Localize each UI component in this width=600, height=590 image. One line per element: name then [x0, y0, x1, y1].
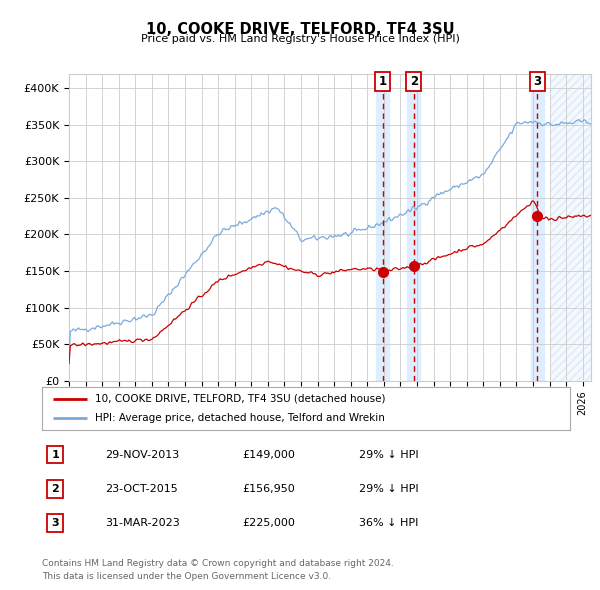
Text: 29% ↓ HPI: 29% ↓ HPI: [359, 484, 418, 494]
Text: £149,000: £149,000: [242, 450, 296, 460]
Text: £156,950: £156,950: [242, 484, 295, 494]
Text: Price paid vs. HM Land Registry's House Price Index (HPI): Price paid vs. HM Land Registry's House …: [140, 34, 460, 44]
Text: This data is licensed under the Open Government Licence v3.0.: This data is licensed under the Open Gov…: [42, 572, 331, 581]
Text: 2: 2: [410, 75, 418, 88]
Bar: [530, 74, 544, 381]
Text: 1: 1: [379, 75, 386, 88]
Text: 10, COOKE DRIVE, TELFORD, TF4 3SU: 10, COOKE DRIVE, TELFORD, TF4 3SU: [146, 22, 454, 37]
Bar: [550, 74, 591, 381]
Text: 36% ↓ HPI: 36% ↓ HPI: [359, 518, 418, 528]
Text: HPI: Average price, detached house, Telford and Wrekin: HPI: Average price, detached house, Telf…: [95, 414, 385, 424]
Bar: [407, 74, 421, 381]
Text: 3: 3: [52, 518, 59, 528]
Text: 29-NOV-2013: 29-NOV-2013: [106, 450, 179, 460]
Bar: [376, 74, 389, 381]
Text: 29% ↓ HPI: 29% ↓ HPI: [359, 450, 418, 460]
Text: 31-MAR-2023: 31-MAR-2023: [106, 518, 180, 528]
Text: 23-OCT-2015: 23-OCT-2015: [106, 484, 178, 494]
Text: 3: 3: [533, 75, 541, 88]
Text: 2: 2: [52, 484, 59, 494]
Text: £225,000: £225,000: [242, 518, 296, 528]
Text: Contains HM Land Registry data © Crown copyright and database right 2024.: Contains HM Land Registry data © Crown c…: [42, 559, 394, 568]
Text: 10, COOKE DRIVE, TELFORD, TF4 3SU (detached house): 10, COOKE DRIVE, TELFORD, TF4 3SU (detac…: [95, 394, 385, 404]
Text: 1: 1: [52, 450, 59, 460]
